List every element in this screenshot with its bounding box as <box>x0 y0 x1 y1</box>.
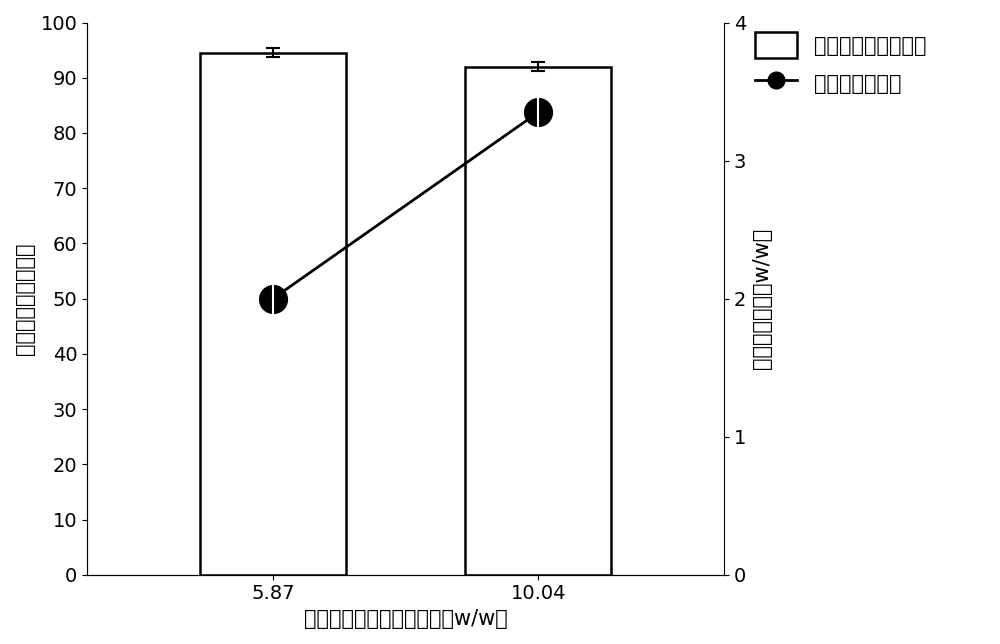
Bar <box>200 53 346 574</box>
Bar <box>465 67 611 574</box>
Y-axis label: 纤维素转化率（％）: 纤维素转化率（％） <box>15 242 35 355</box>
Y-axis label: 硫酸用量（％，w/w）: 硫酸用量（％，w/w） <box>752 228 772 369</box>
Legend: 纤维素转化率（％）, 硫酸用量（％）: 纤维素转化率（％）, 硫酸用量（％） <box>745 22 937 106</box>
X-axis label: 小麦秸秵中灰分含量（％，w/w）: 小麦秸秵中灰分含量（％，w/w） <box>304 609 508 629</box>
